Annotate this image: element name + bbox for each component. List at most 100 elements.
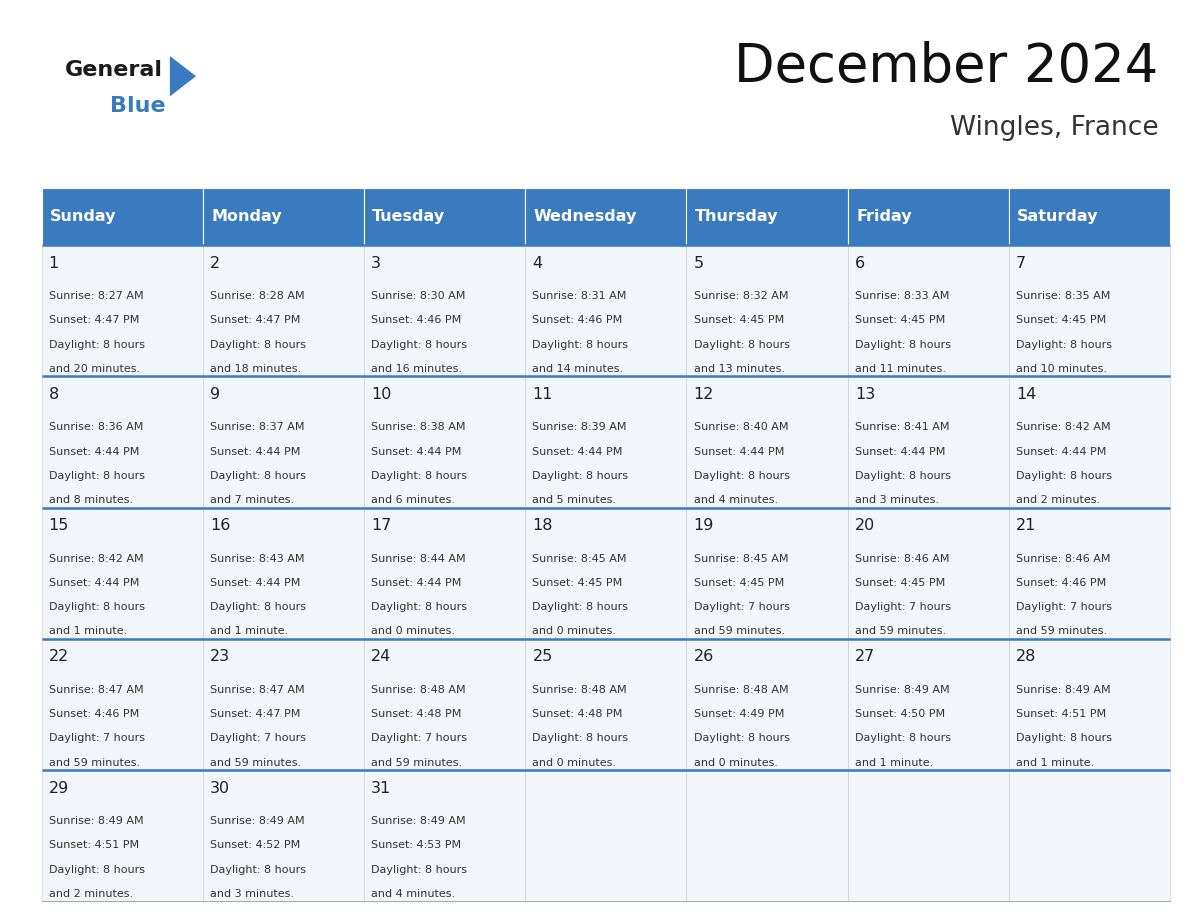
Text: Sunset: 4:48 PM: Sunset: 4:48 PM bbox=[371, 710, 462, 719]
Text: 2: 2 bbox=[210, 255, 220, 271]
Text: Daylight: 8 hours: Daylight: 8 hours bbox=[210, 865, 307, 875]
Bar bbox=[687, 245, 848, 376]
Text: and 1 minute.: and 1 minute. bbox=[210, 626, 289, 636]
Bar bbox=[42, 639, 203, 770]
Text: Sunset: 4:44 PM: Sunset: 4:44 PM bbox=[210, 578, 301, 588]
Text: 25: 25 bbox=[532, 649, 552, 665]
Text: Sunset: 4:51 PM: Sunset: 4:51 PM bbox=[49, 841, 139, 850]
Text: Blue: Blue bbox=[110, 96, 166, 117]
Text: Sunset: 4:45 PM: Sunset: 4:45 PM bbox=[855, 578, 946, 588]
Text: and 3 minutes.: and 3 minutes. bbox=[210, 889, 293, 899]
Text: and 0 minutes.: and 0 minutes. bbox=[694, 757, 778, 767]
Text: and 59 minutes.: and 59 minutes. bbox=[694, 626, 785, 636]
Bar bbox=[42, 508, 203, 639]
Text: Sunset: 4:45 PM: Sunset: 4:45 PM bbox=[855, 316, 946, 325]
Text: Sunset: 4:44 PM: Sunset: 4:44 PM bbox=[371, 447, 462, 456]
Text: Daylight: 8 hours: Daylight: 8 hours bbox=[49, 471, 145, 481]
Text: Daylight: 8 hours: Daylight: 8 hours bbox=[371, 602, 467, 612]
Text: and 5 minutes.: and 5 minutes. bbox=[532, 495, 617, 505]
Text: Sunrise: 8:49 AM: Sunrise: 8:49 AM bbox=[371, 816, 466, 826]
Text: Sunrise: 8:48 AM: Sunrise: 8:48 AM bbox=[694, 685, 789, 695]
Text: and 7 minutes.: and 7 minutes. bbox=[210, 495, 295, 505]
Text: and 8 minutes.: and 8 minutes. bbox=[49, 495, 133, 505]
Text: Sunrise: 8:37 AM: Sunrise: 8:37 AM bbox=[210, 422, 304, 432]
Text: 12: 12 bbox=[694, 386, 714, 402]
Text: Sunset: 4:47 PM: Sunset: 4:47 PM bbox=[210, 710, 301, 719]
Text: Daylight: 8 hours: Daylight: 8 hours bbox=[694, 733, 790, 744]
Text: and 0 minutes.: and 0 minutes. bbox=[532, 757, 617, 767]
Bar bbox=[364, 639, 525, 770]
Bar bbox=[364, 245, 525, 376]
Bar bbox=[525, 639, 687, 770]
Text: Sunrise: 8:47 AM: Sunrise: 8:47 AM bbox=[49, 685, 144, 695]
Text: Sunset: 4:50 PM: Sunset: 4:50 PM bbox=[855, 710, 944, 719]
Text: 29: 29 bbox=[49, 780, 69, 796]
Text: 15: 15 bbox=[49, 518, 69, 533]
Bar bbox=[525, 188, 687, 245]
Text: Sunrise: 8:47 AM: Sunrise: 8:47 AM bbox=[210, 685, 304, 695]
Text: Daylight: 7 hours: Daylight: 7 hours bbox=[1016, 602, 1112, 612]
Bar bbox=[525, 770, 687, 901]
Text: Wednesday: Wednesday bbox=[533, 209, 637, 224]
Bar bbox=[1009, 508, 1170, 639]
Text: and 20 minutes.: and 20 minutes. bbox=[49, 364, 140, 374]
Text: Sunrise: 8:49 AM: Sunrise: 8:49 AM bbox=[1016, 685, 1111, 695]
Text: Sunset: 4:47 PM: Sunset: 4:47 PM bbox=[210, 316, 301, 325]
Text: and 59 minutes.: and 59 minutes. bbox=[210, 757, 301, 767]
Bar bbox=[203, 376, 364, 508]
Text: Daylight: 7 hours: Daylight: 7 hours bbox=[210, 733, 307, 744]
Bar bbox=[848, 376, 1009, 508]
Text: Daylight: 8 hours: Daylight: 8 hours bbox=[1016, 733, 1112, 744]
Text: Sunrise: 8:36 AM: Sunrise: 8:36 AM bbox=[49, 422, 143, 432]
Text: Sunset: 4:44 PM: Sunset: 4:44 PM bbox=[371, 578, 462, 588]
Text: Sunrise: 8:48 AM: Sunrise: 8:48 AM bbox=[532, 685, 627, 695]
Text: 16: 16 bbox=[210, 518, 230, 533]
Text: and 1 minute.: and 1 minute. bbox=[1016, 757, 1094, 767]
Text: Sunrise: 8:40 AM: Sunrise: 8:40 AM bbox=[694, 422, 788, 432]
Text: Friday: Friday bbox=[857, 209, 911, 224]
Text: Monday: Monday bbox=[211, 209, 282, 224]
Text: and 4 minutes.: and 4 minutes. bbox=[694, 495, 778, 505]
Text: Daylight: 8 hours: Daylight: 8 hours bbox=[371, 471, 467, 481]
Text: Sunrise: 8:41 AM: Sunrise: 8:41 AM bbox=[855, 422, 949, 432]
Text: and 59 minutes.: and 59 minutes. bbox=[371, 757, 462, 767]
Text: Sunset: 4:44 PM: Sunset: 4:44 PM bbox=[694, 447, 784, 456]
Text: Sunrise: 8:46 AM: Sunrise: 8:46 AM bbox=[1016, 554, 1111, 564]
Bar bbox=[848, 188, 1009, 245]
Text: Daylight: 8 hours: Daylight: 8 hours bbox=[694, 340, 790, 350]
Text: Sunset: 4:46 PM: Sunset: 4:46 PM bbox=[1016, 578, 1106, 588]
Text: and 59 minutes.: and 59 minutes. bbox=[49, 757, 140, 767]
Text: Daylight: 7 hours: Daylight: 7 hours bbox=[371, 733, 467, 744]
Bar bbox=[42, 770, 203, 901]
Text: and 10 minutes.: and 10 minutes. bbox=[1016, 364, 1107, 374]
Text: Daylight: 7 hours: Daylight: 7 hours bbox=[49, 733, 145, 744]
Text: Daylight: 8 hours: Daylight: 8 hours bbox=[49, 602, 145, 612]
Text: 19: 19 bbox=[694, 518, 714, 533]
Text: December 2024: December 2024 bbox=[734, 41, 1158, 94]
Text: Daylight: 8 hours: Daylight: 8 hours bbox=[49, 865, 145, 875]
Text: 23: 23 bbox=[210, 649, 230, 665]
Text: Sunset: 4:44 PM: Sunset: 4:44 PM bbox=[49, 578, 139, 588]
Text: and 0 minutes.: and 0 minutes. bbox=[532, 626, 617, 636]
Bar bbox=[687, 188, 848, 245]
Bar bbox=[687, 639, 848, 770]
Text: 9: 9 bbox=[210, 386, 220, 402]
Text: Sunset: 4:47 PM: Sunset: 4:47 PM bbox=[49, 316, 139, 325]
Bar bbox=[848, 770, 1009, 901]
Bar bbox=[42, 376, 203, 508]
Text: Daylight: 8 hours: Daylight: 8 hours bbox=[49, 340, 145, 350]
Text: Sunrise: 8:31 AM: Sunrise: 8:31 AM bbox=[532, 291, 627, 301]
Text: Sunrise: 8:46 AM: Sunrise: 8:46 AM bbox=[855, 554, 949, 564]
Bar bbox=[1009, 639, 1170, 770]
Bar bbox=[1009, 770, 1170, 901]
Text: and 18 minutes.: and 18 minutes. bbox=[210, 364, 301, 374]
Text: and 59 minutes.: and 59 minutes. bbox=[855, 626, 946, 636]
Bar bbox=[687, 508, 848, 639]
Text: Daylight: 8 hours: Daylight: 8 hours bbox=[532, 340, 628, 350]
Text: Saturday: Saturday bbox=[1017, 209, 1099, 224]
Text: Sunrise: 8:44 AM: Sunrise: 8:44 AM bbox=[371, 554, 466, 564]
Bar bbox=[364, 770, 525, 901]
Text: Sunset: 4:44 PM: Sunset: 4:44 PM bbox=[210, 447, 301, 456]
Text: and 1 minute.: and 1 minute. bbox=[855, 757, 933, 767]
Text: and 1 minute.: and 1 minute. bbox=[49, 626, 127, 636]
